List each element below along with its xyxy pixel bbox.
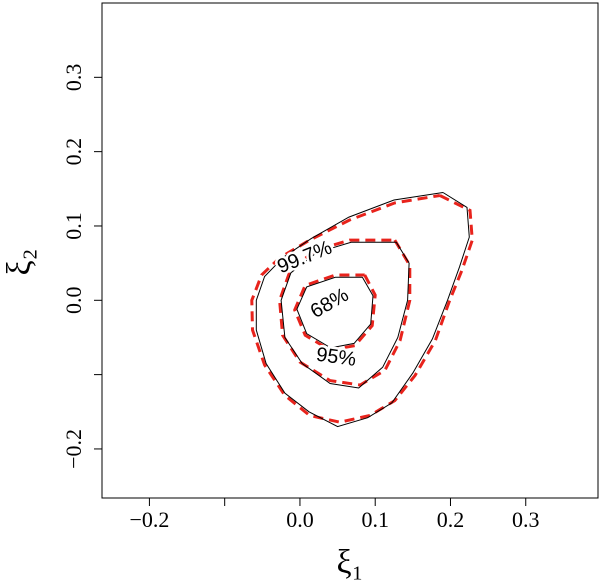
plot-frame [101,2,599,499]
contour-label: 95% [315,344,358,371]
y-tick-label: 0.3 [61,64,86,92]
x-tick-label: 0.0 [286,507,314,532]
reference-contour [278,238,412,387]
x-tick-label: −0.2 [129,507,169,532]
y-tick-label: 0.2 [61,138,86,166]
y-tick-label: 0.0 [61,287,86,315]
x-tick-label: 0.3 [512,507,540,532]
y-tick-label: 0.1 [61,212,86,240]
x-axis-label: ξ₁ [336,544,363,581]
reference-contour [293,273,377,352]
empirical-contour [255,192,470,428]
y-tick-label: −0.2 [61,429,86,469]
reference-contour [250,194,474,424]
contour-label: 68% [307,284,353,323]
x-tick-label: 0.1 [361,507,389,532]
empirical-contour [280,241,410,389]
x-tick-label: 0.2 [437,507,465,532]
empirical-contour [296,276,374,349]
y-axis-label: ξ₂ [1,248,38,275]
